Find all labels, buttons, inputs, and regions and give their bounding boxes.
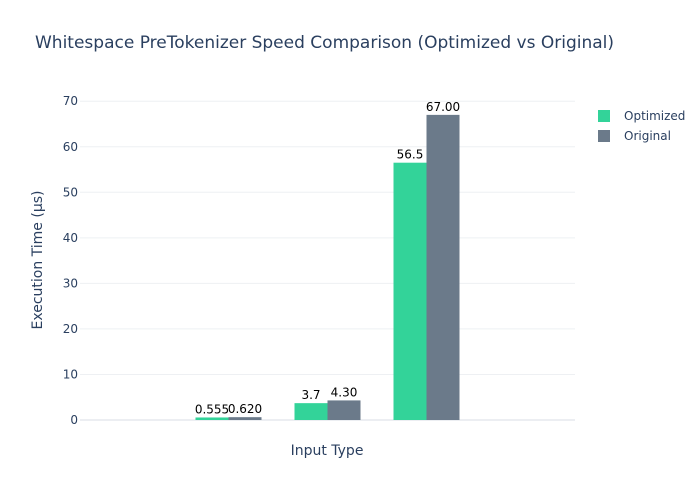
data-label: 0.620 bbox=[228, 402, 262, 416]
bar bbox=[327, 400, 361, 420]
legend-item-original[interactable]: Original bbox=[598, 126, 685, 146]
legend-swatch-optimized bbox=[598, 110, 610, 122]
data-label: 3.7 bbox=[301, 388, 320, 402]
bar bbox=[195, 417, 229, 420]
y-axis-title: Execution Time (μs) bbox=[30, 190, 46, 330]
legend: Optimized Original bbox=[598, 106, 685, 146]
data-label: 56.5 bbox=[397, 148, 424, 162]
y-tick-label: 20 bbox=[63, 322, 78, 336]
chart-title: Whitespace PreTokenizer Speed Comparison… bbox=[35, 33, 615, 53]
data-label: 67.00 bbox=[426, 100, 460, 114]
bar bbox=[294, 403, 328, 420]
x-axis-title: Input Type bbox=[290, 443, 364, 459]
data-label: 0.555 bbox=[195, 402, 229, 416]
y-tick-label: 70 bbox=[63, 94, 78, 108]
bar bbox=[393, 162, 427, 420]
y-tick-label: 10 bbox=[63, 367, 78, 381]
legend-item-optimized[interactable]: Optimized bbox=[598, 106, 685, 126]
y-tick-label: 40 bbox=[63, 231, 78, 245]
y-tick-label: 30 bbox=[63, 276, 78, 290]
legend-swatch-original bbox=[598, 130, 610, 142]
y-tick-label: 60 bbox=[63, 140, 78, 154]
legend-label-optimized: Optimized bbox=[624, 109, 686, 123]
y-tick-label: 50 bbox=[63, 185, 78, 199]
y-tick-label: 0 bbox=[70, 413, 78, 427]
data-label: 4.30 bbox=[331, 385, 358, 399]
legend-label-original: Original bbox=[624, 129, 671, 143]
bar bbox=[228, 417, 262, 420]
bar bbox=[426, 114, 460, 421]
